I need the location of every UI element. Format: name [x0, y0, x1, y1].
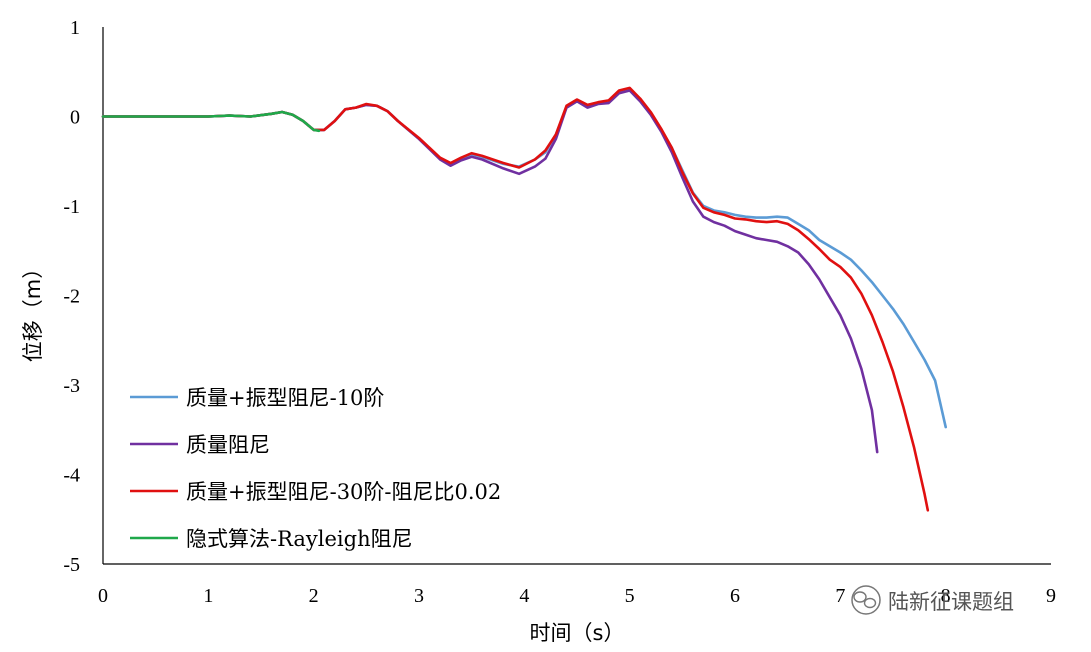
series-lines: [101, 86, 947, 512]
y-axis-title: 位移（m）: [21, 258, 45, 362]
y-tick-label: -4: [63, 465, 80, 487]
wechat-icon: [851, 585, 881, 615]
y-tick-label: 1: [70, 17, 80, 39]
x-tick-label: 8: [941, 585, 951, 607]
x-tick-label: 7: [835, 585, 845, 607]
watermark-text: 陆新征课题组: [888, 590, 1014, 614]
legend-label-2: 质量阻尼: [186, 433, 270, 457]
x-axis-title: 时间（s）: [530, 621, 625, 645]
y-tick-label: -5: [63, 554, 80, 576]
series-line-1: [101, 88, 947, 429]
series-line-3: [101, 86, 930, 512]
y-tick-label: -2: [63, 286, 80, 308]
x-tick-label: 5: [625, 585, 635, 607]
legend-label-4: 隐式算法-Rayleigh阻尼: [186, 527, 413, 551]
x-tick-label: 9: [1046, 585, 1056, 607]
x-tick-label: 0: [98, 585, 108, 607]
x-tick-label: 4: [519, 585, 529, 607]
legend-label-1: 质量+振型阻尼-10阶: [186, 386, 384, 410]
x-tick-label: 1: [203, 585, 213, 607]
legend-label-3: 质量+振型阻尼-30阶-阻尼比0.02: [186, 480, 501, 504]
x-tick-label: 3: [414, 585, 424, 607]
tick-labels: 0 1 2 3 4 5 6 7 8 910-1-2-3-4-5: [63, 17, 1056, 607]
x-tick-label: 6: [730, 585, 740, 607]
series-line-4: [101, 110, 321, 133]
y-tick-label: -3: [63, 375, 80, 397]
y-tick-label: 0: [70, 107, 80, 129]
watermark: 陆新征课题组: [851, 585, 1014, 615]
x-tick-label: 2: [309, 585, 319, 607]
y-tick-label: -1: [63, 196, 80, 218]
